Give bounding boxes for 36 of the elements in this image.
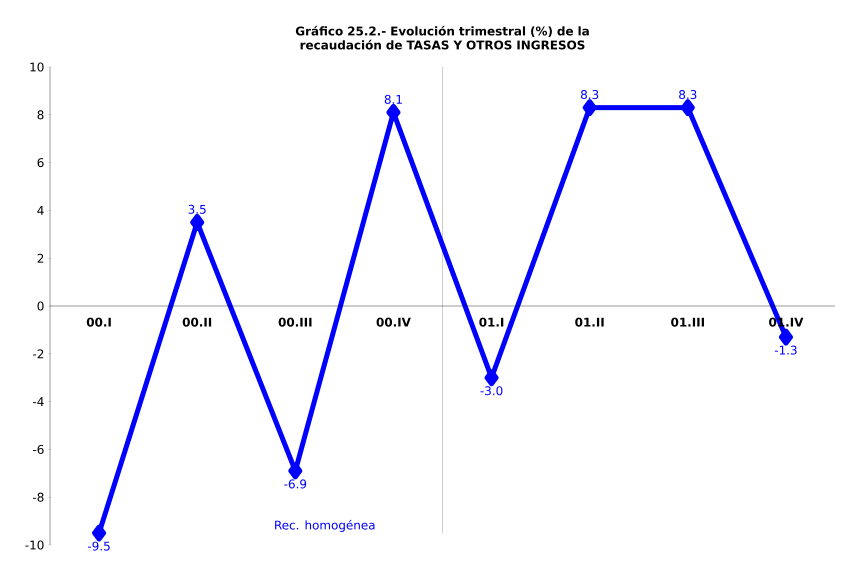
y-tick-label: -2 [33,349,44,358]
data-label: -6.9 [284,479,306,488]
y-tick-label: -8 [33,492,44,502]
x-tick-label: 01.II [575,318,604,327]
y-tick-label: 6 [38,158,44,168]
x-tick-label: 00.III [278,318,312,327]
point [92,524,106,542]
y-tick-label: 0 [38,301,44,311]
x-tick-label: 01.III [671,318,704,327]
point [484,369,499,386]
data-label: -1.3 [774,346,797,355]
data-label: 8.3 [581,90,598,100]
point [288,462,302,480]
y-tick-label: 10 [30,62,44,72]
y-tick-label: 2 [38,254,44,263]
data-label: -9.5 [88,542,110,551]
data-label: -3.0 [480,386,502,396]
point [778,328,793,346]
point [386,104,400,121]
x-tick-label: 00.II [182,318,212,327]
x-tick-label: 00.IV [376,318,411,327]
point [190,214,204,231]
y-tick-label: 4 [37,206,44,215]
y-tick-label: -4 [33,397,44,406]
annotation: Rec. homogénea [275,520,374,532]
y-tick-label: 8 [38,110,44,120]
point [582,99,597,116]
data-label: 3.5 [188,204,206,214]
chart-title: Gráfico 25.2.- Evolución trimestral (%) de la recaudación de TASAS Y OTROS INGRESOS [296,26,589,50]
data-label: 8.1 [384,94,402,104]
x-tick-label: 01.I [479,318,504,327]
y-tick-label: -6 [33,444,44,454]
y-tick-label: -10 [25,540,44,550]
x-tick-label: 00.I [86,318,111,327]
data-label: 8.3 [679,90,696,100]
point [680,99,695,116]
